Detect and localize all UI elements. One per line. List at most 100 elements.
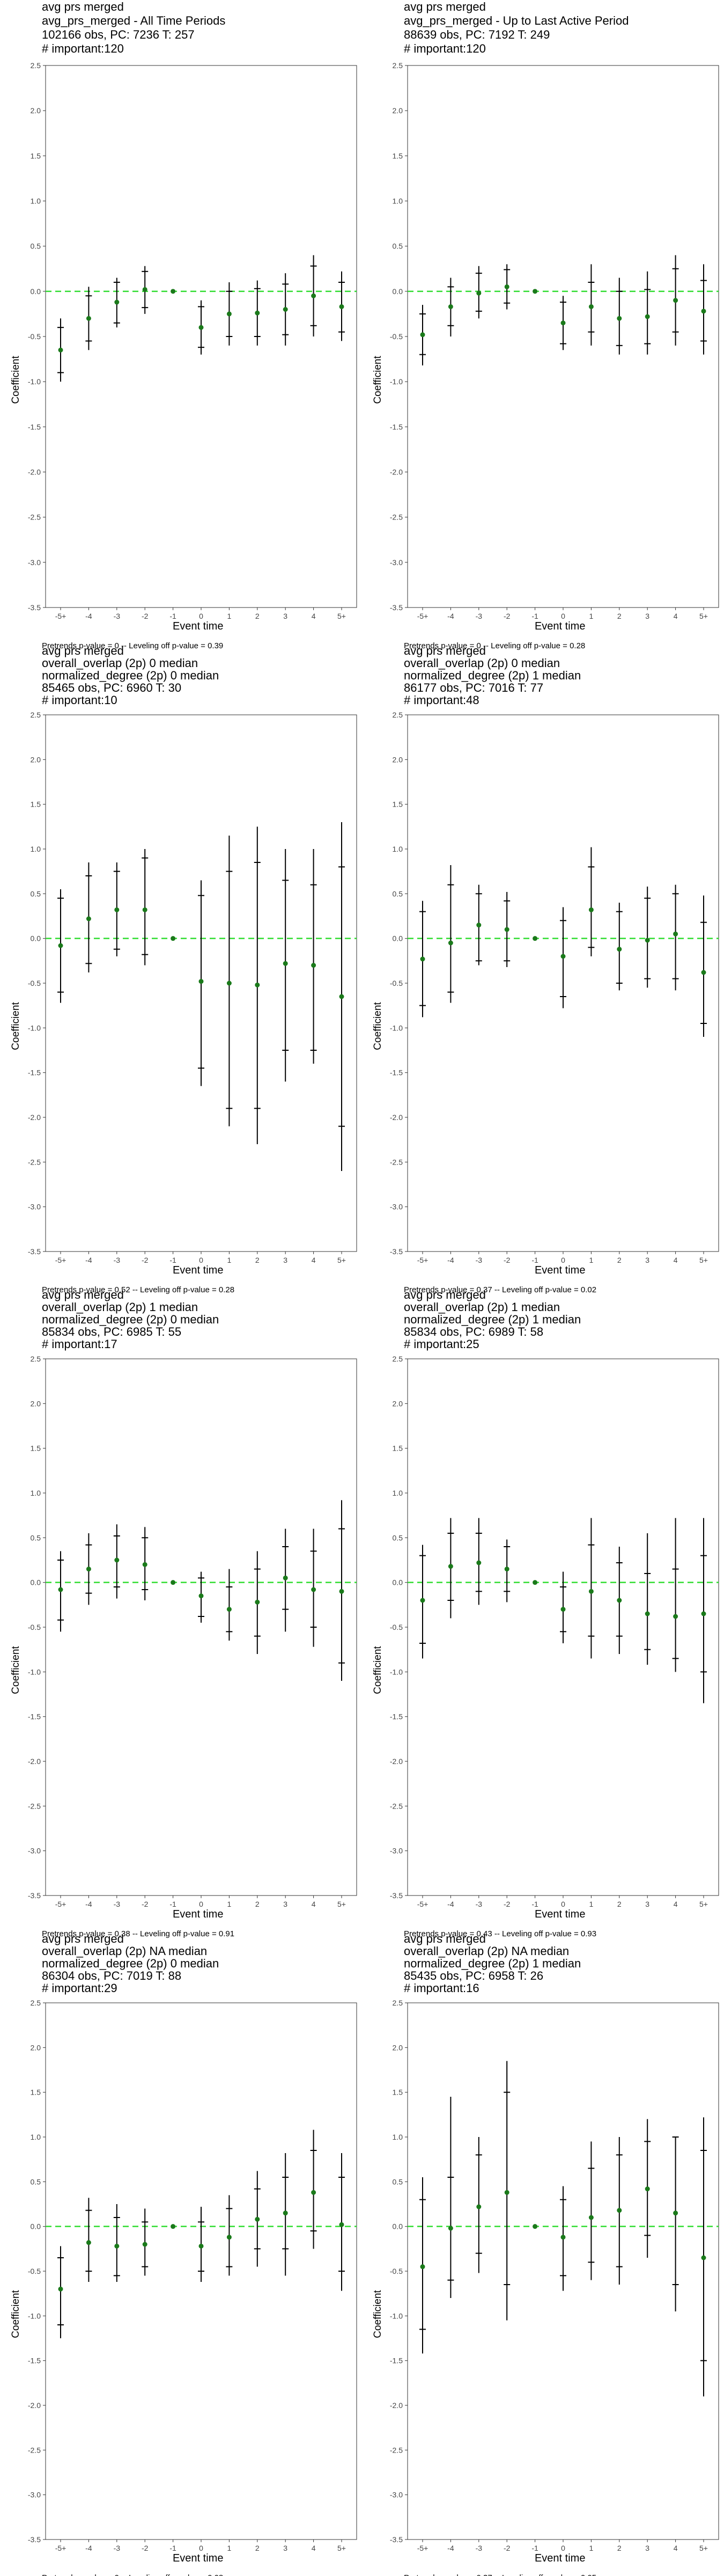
y-tick-label: -2.0 <box>390 468 403 477</box>
panel-title-line: # important:16 <box>404 1981 479 1995</box>
point-estimate <box>255 310 260 316</box>
y-tick-label: -2.0 <box>28 2401 41 2410</box>
x-tick-label: -2 <box>142 612 149 620</box>
panel-title-line: normalized_degree (2p) 1 median <box>404 1313 581 1326</box>
y-tick-label: 0.5 <box>393 2177 403 2186</box>
y-tick-label: 2.0 <box>31 106 41 115</box>
y-tick-label: -1.0 <box>390 2311 403 2320</box>
x-tick-label: -2 <box>504 612 511 620</box>
y-axis-label: Coefficient <box>372 355 383 404</box>
y-tick-label: 2.5 <box>393 61 403 70</box>
point-estimate <box>311 2190 316 2195</box>
x-tick-label: -4 <box>85 1900 92 1908</box>
y-tick-label: 1.5 <box>393 1444 403 1453</box>
point-estimate <box>645 2186 650 2192</box>
y-tick-label: -1.0 <box>390 1023 403 1032</box>
point-estimate <box>504 927 509 932</box>
x-tick-label: -4 <box>447 1900 454 1908</box>
x-tick-label: -3 <box>476 1256 483 1264</box>
y-tick-label: -1.5 <box>390 1713 403 1721</box>
point-estimate <box>617 1598 622 1603</box>
point-estimate <box>311 1587 316 1592</box>
point-estimate <box>701 309 706 314</box>
y-tick-label: 2.5 <box>393 1999 403 2007</box>
y-tick-label: -3.5 <box>28 1247 41 1256</box>
point-estimate <box>339 2222 344 2227</box>
point-estimate <box>701 2255 706 2260</box>
point-estimate <box>198 979 204 984</box>
point-estimate <box>339 304 344 309</box>
x-axis-label: Event time <box>173 1264 223 1276</box>
panel-title-line: avg prs merged <box>404 1288 486 1301</box>
point-estimate <box>86 316 91 321</box>
panel-title-line: # important:25 <box>404 1337 479 1351</box>
y-tick-label: -2.0 <box>390 2401 403 2410</box>
point-estimate <box>283 2211 288 2216</box>
y-tick-label: -3.5 <box>28 603 41 612</box>
point-estimate <box>114 907 120 912</box>
x-tick-label: -5+ <box>417 612 429 620</box>
y-tick-label: -3.0 <box>28 1203 41 1211</box>
y-axis-label: Coefficient <box>372 2290 383 2338</box>
point-estimate <box>560 954 566 959</box>
point-estimate <box>476 1560 482 1565</box>
panel-title-line: # important:120 <box>404 42 486 55</box>
panel-title-line: avg prs merged <box>404 644 486 657</box>
y-axis-label: Coefficient <box>10 2290 21 2338</box>
point-estimate <box>701 1611 706 1616</box>
x-tick-label: -3 <box>114 612 121 620</box>
panel-title-line: overall_overlap (2p) NA median <box>42 1944 207 1958</box>
x-tick-label: -3 <box>476 2544 483 2552</box>
x-tick-label: -2 <box>504 1900 511 1908</box>
point-estimate <box>560 320 566 326</box>
point-estimate <box>701 970 706 975</box>
x-tick-label: 4 <box>312 612 316 620</box>
x-tick-label: 5+ <box>699 612 708 620</box>
x-tick-label: -2 <box>504 2544 511 2552</box>
panel-title-line: overall_overlap (2p) 1 median <box>404 1300 560 1314</box>
y-tick-label: -3.0 <box>390 558 403 567</box>
x-axis-label: Event time <box>535 1908 585 1920</box>
x-tick-label: 0 <box>561 1900 565 1908</box>
y-tick-label: 0.5 <box>393 1533 403 1542</box>
y-tick-label: 1.0 <box>393 1489 403 1497</box>
y-tick-label: -3.0 <box>390 2491 403 2499</box>
plot-frame <box>45 1358 357 1896</box>
y-tick-label: 0.5 <box>393 889 403 898</box>
y-tick-label: -2.0 <box>390 1757 403 1766</box>
point-estimate <box>504 2190 509 2195</box>
x-tick-label: 0 <box>199 1900 203 1908</box>
point-estimate <box>560 1607 566 1612</box>
x-tick-label: 1 <box>589 2544 594 2552</box>
y-tick-label: -3.5 <box>390 1247 403 1256</box>
x-tick-label: 4 <box>312 2544 316 2552</box>
point-estimate <box>142 2242 147 2247</box>
point-estimate <box>58 943 63 948</box>
y-tick-label: 2.5 <box>31 1355 41 1363</box>
y-tick-label: 0.5 <box>31 242 41 251</box>
panel-title-line: normalized_degree (2p) 1 median <box>404 1957 581 1970</box>
point-estimate <box>448 1564 453 1569</box>
x-axis-label: Event time <box>173 1908 223 1920</box>
panel-title-line: avg prs merged <box>404 0 486 13</box>
y-tick-label: -1.0 <box>390 377 403 386</box>
panel-title-line: overall_overlap (2p) 0 median <box>42 656 198 670</box>
x-tick-label: 5+ <box>337 2544 346 2552</box>
y-tick-label: 2.0 <box>393 755 403 764</box>
pvalue-footnote: Pretrends p-value = 0.37 -- Leveling off… <box>404 1285 596 1294</box>
x-tick-label: 5+ <box>699 1256 708 1264</box>
x-tick-label: -4 <box>85 2544 92 2552</box>
x-tick-label: -5+ <box>55 1256 67 1264</box>
y-tick-label: 0.5 <box>31 1533 41 1542</box>
y-tick-label: -1.5 <box>28 2357 41 2365</box>
pvalue-footnote: Pretrends p-value = 0.37 -- Leveling off… <box>404 2573 596 2576</box>
panel-title-line: avg prs merged <box>42 0 124 13</box>
